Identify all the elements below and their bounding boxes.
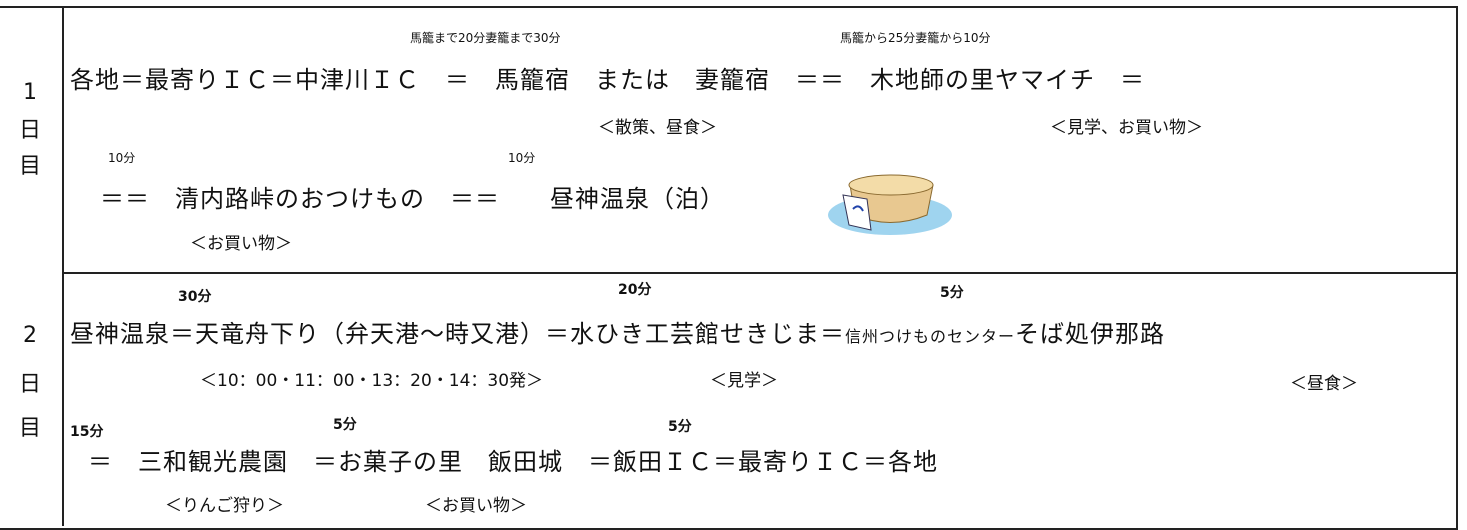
column-divider: [62, 6, 64, 526]
time: 15分: [70, 424, 104, 440]
onsen-icon: [828, 174, 952, 235]
time: 10分: [108, 151, 136, 165]
route: ＝ 三和観光農園 ＝お菓子の里 飯田城 ＝飯田ＩＣ＝最寄りＩＣ＝各地: [88, 448, 938, 476]
route: 各地＝最寄りＩＣ＝中津川ＩＣ ＝ 馬籠宿 または 妻籠宿 ＝＝ 木地師の里ヤマイ…: [70, 66, 1145, 94]
day-label: 2: [23, 323, 37, 348]
time: 馬籠から25分妻籠から10分: [840, 31, 991, 45]
route-part: 信州つけものセンター: [845, 327, 1016, 346]
time: 5分: [668, 419, 692, 435]
day-label: 目: [18, 416, 41, 441]
note: ＜見学、お買い物＞: [1050, 118, 1203, 138]
row-divider: [62, 272, 1458, 274]
route-part: そば処伊那路: [1015, 320, 1166, 348]
day-label: 目: [18, 154, 41, 179]
note: ＜散策、昼食＞: [598, 118, 717, 138]
route: ＝＝ 清内路峠のおつけもの ＝＝ 昼神温泉（泊）: [100, 185, 725, 213]
note: ＜10：00・11：00・13：20・14：30発＞: [200, 371, 544, 391]
note: ＜りんご狩り＞: [165, 496, 284, 516]
time: 10分: [508, 151, 536, 165]
time: 20分: [618, 282, 652, 298]
time: 30分: [178, 289, 212, 305]
time: 5分: [940, 285, 964, 301]
note: ＜見学＞: [710, 371, 778, 391]
note: ＜お買い物＞: [190, 234, 292, 254]
note: ＜昼食＞: [1290, 374, 1358, 394]
time: 馬籠まで20分妻籠まで30分: [410, 31, 561, 45]
day-label: 1: [23, 80, 37, 105]
day-label: 日: [18, 372, 41, 397]
day-label: 日: [18, 118, 41, 143]
time: 5分: [333, 417, 357, 433]
route: 昼神温泉＝天竜舟下り（弁天港～時又港）＝水ひき工芸館せきじま＝信州つけものセンタ…: [70, 322, 1165, 346]
note: ＜お買い物＞: [425, 496, 527, 516]
route-part: 昼神温泉＝天竜舟下り（弁天港～時又港）＝水ひき工芸館せきじま＝: [70, 320, 845, 348]
